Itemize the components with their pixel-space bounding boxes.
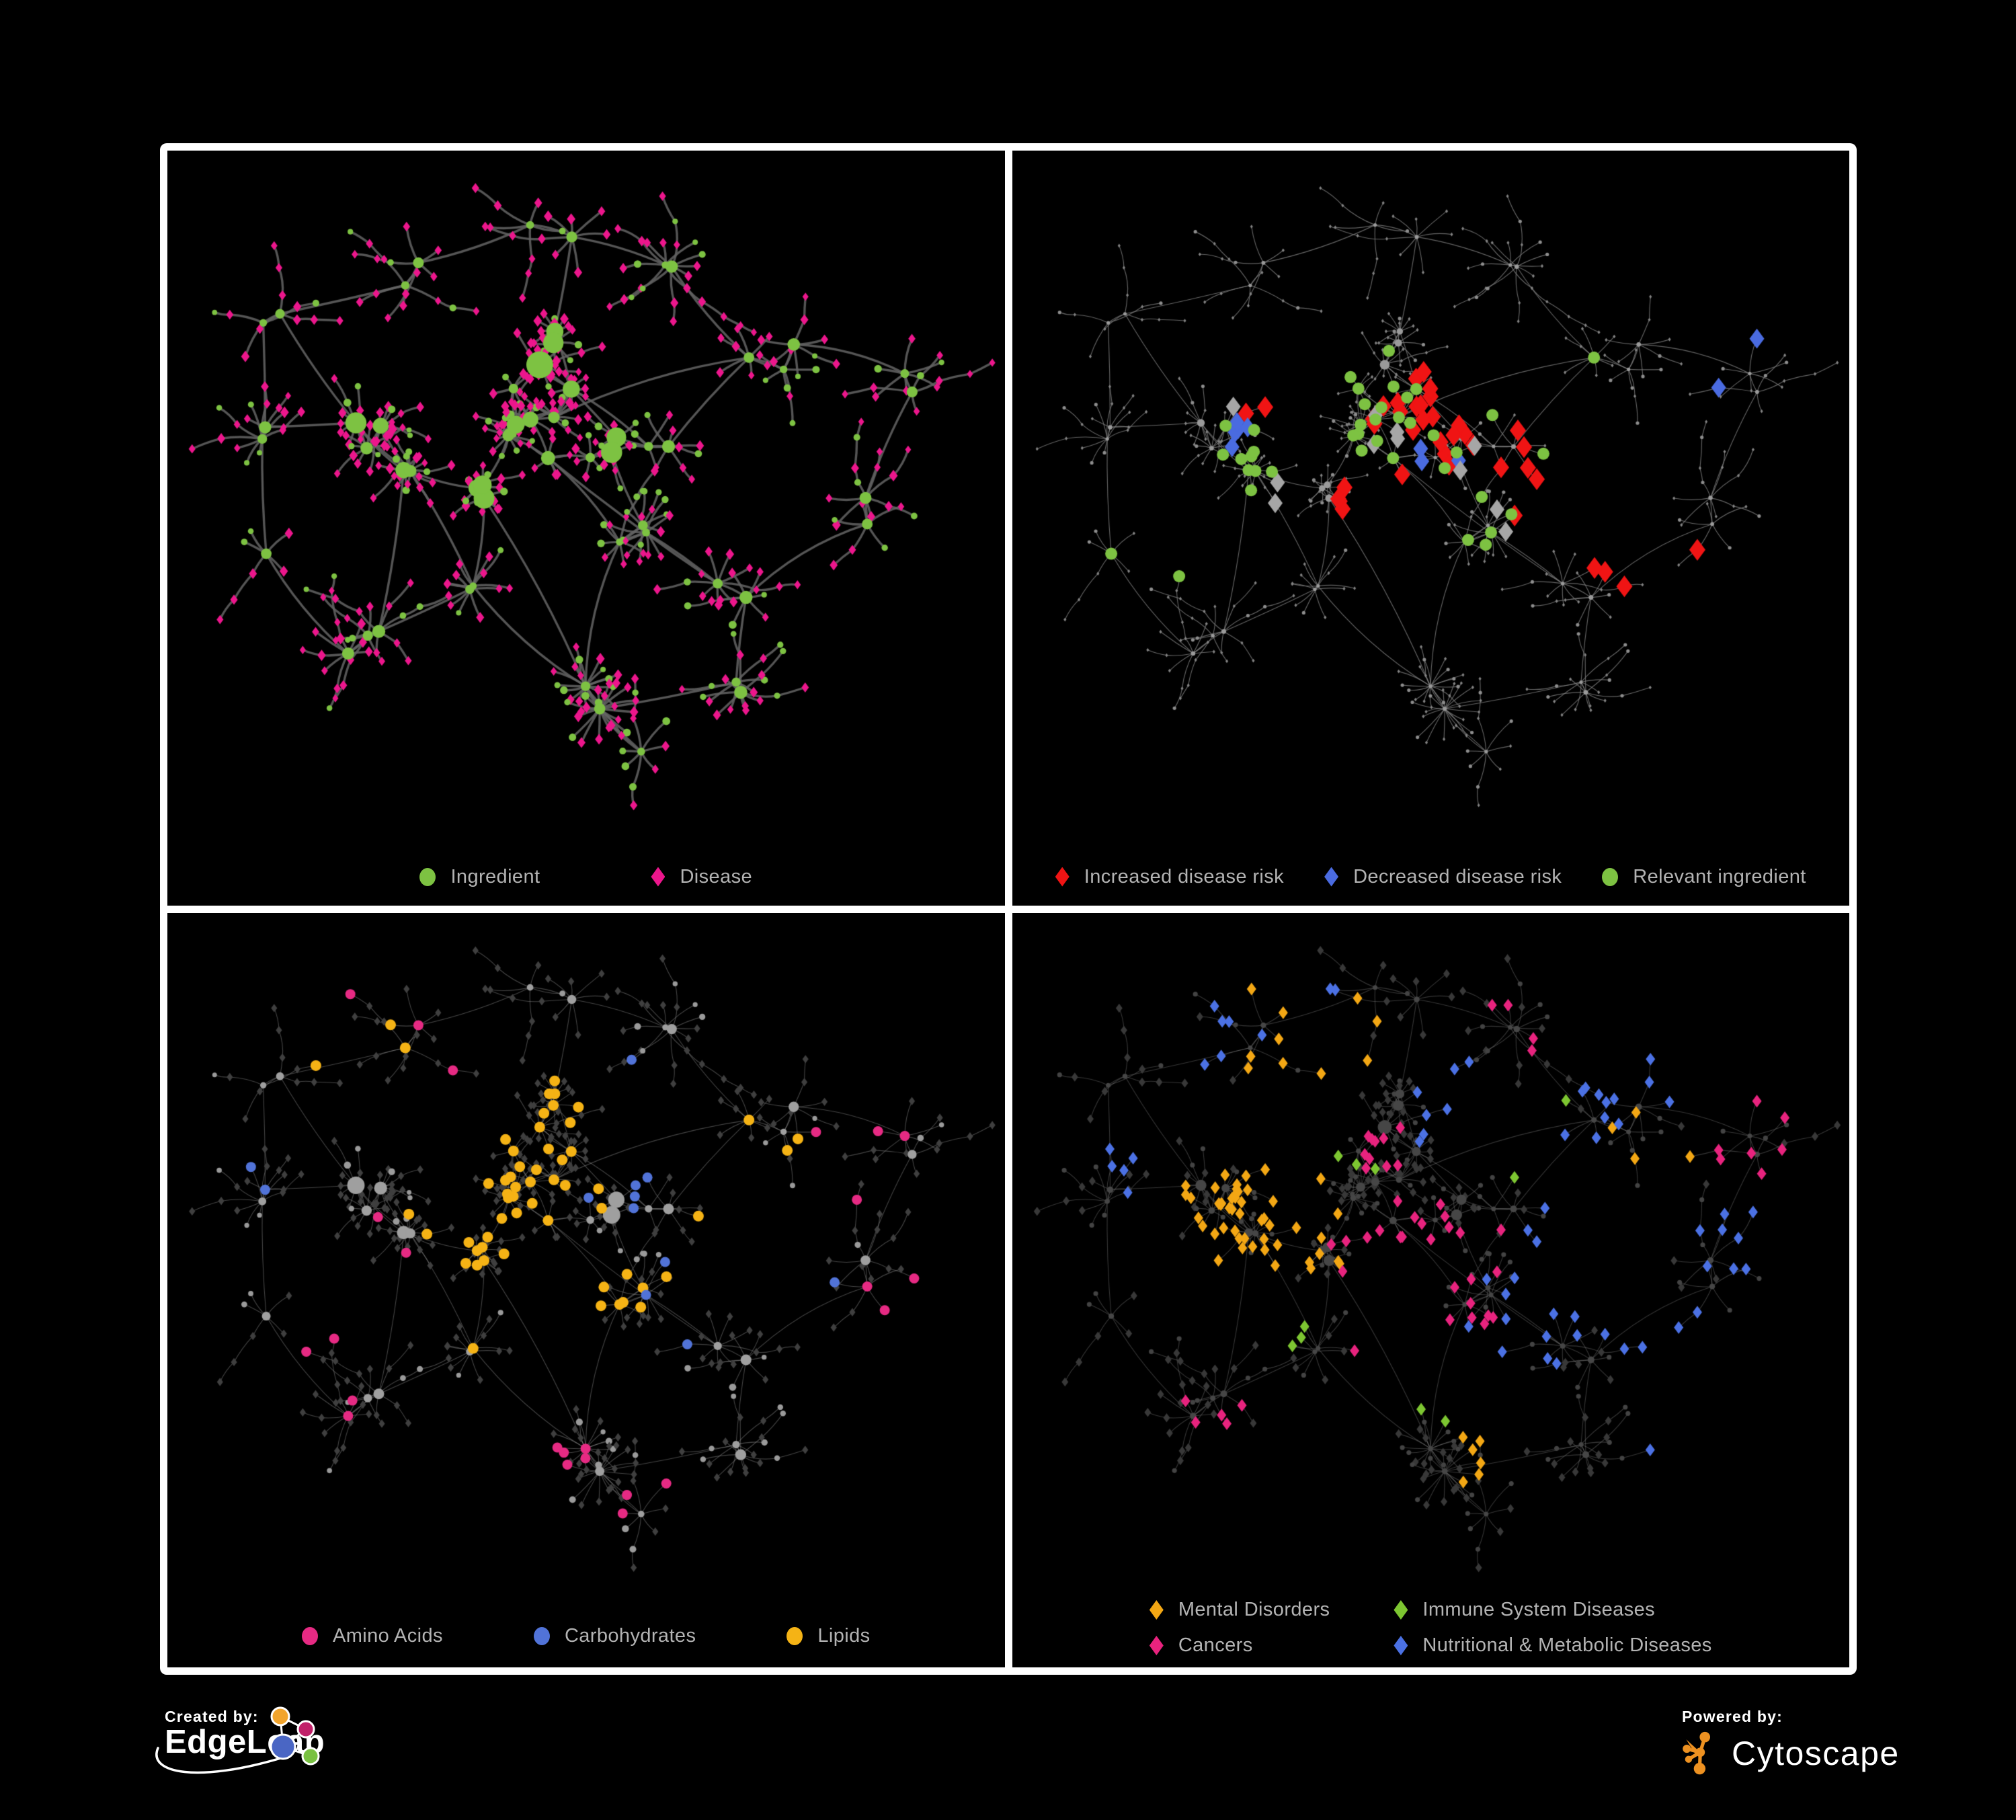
legend-marker-mental-disorders-icon <box>1149 1600 1164 1620</box>
legend-item-disease: Disease <box>651 866 752 888</box>
legend-ingredient-disease: Ingredient Disease <box>167 866 1005 888</box>
legend-item-relevant-ingredient: Relevant ingredient <box>1602 866 1806 888</box>
legend-item-ingredient: Ingredient <box>419 866 540 888</box>
created-by-label: Created by: <box>165 1708 259 1725</box>
network-panel-ingredient-disease: Ingredient Disease <box>167 151 1005 906</box>
legend-marker-immune-system-diseases-icon <box>1394 1600 1408 1620</box>
legend-label-cancers: Cancers <box>1178 1634 1253 1656</box>
network-canvas-disease-risk <box>1012 151 1849 905</box>
cytoscape-logo-icon <box>1683 1731 1711 1775</box>
legend-nutrient-classes: Amino Acids Carbohydrates Lipids <box>167 1625 1005 1647</box>
legend-item-nutritional-metabolic-diseases: Nutritional & Metabolic Diseases <box>1394 1634 1711 1657</box>
legend-marker-relevant-ingredient-icon <box>1602 867 1619 886</box>
legend-marker-carbohydrates-icon <box>533 1627 550 1645</box>
legend-label-immune-system-diseases: Immune System Diseases <box>1422 1599 1656 1620</box>
legend-disease-risk: Increased disease risk Decreased disease … <box>1012 866 1850 888</box>
legend-item-immune-system-diseases: Immune System Diseases <box>1394 1599 1711 1621</box>
network-canvas-nutrient-classes <box>167 912 1004 1667</box>
powered-by-label: Powered by: <box>1682 1708 1783 1725</box>
network-canvas-ingredient-disease <box>167 151 1004 905</box>
network-canvas-disease-classes <box>1012 912 1849 1667</box>
legend-item-carbohydrates: Carbohydrates <box>533 1625 696 1647</box>
legend-marker-decreased-disease-risk-icon <box>1324 867 1339 887</box>
powered-by-block: Powered by: Cytoscape <box>1682 1708 1900 1776</box>
legend-item-decreased-disease-risk: Decreased disease risk <box>1324 866 1562 888</box>
legend-item-increased-disease-risk: Increased disease risk <box>1055 866 1284 888</box>
legend-marker-nutritional-metabolic-diseases-icon <box>1394 1636 1408 1655</box>
legend-marker-disease-icon <box>651 867 666 887</box>
legend-label-amino-acids: Amino Acids <box>332 1625 443 1647</box>
legend-label-increased-disease-risk: Increased disease risk <box>1084 865 1285 887</box>
legend-label-decreased-disease-risk: Decreased disease risk <box>1353 865 1562 887</box>
legend-label-mental-disorders: Mental Disorders <box>1178 1599 1330 1620</box>
legend-item-amino-acids: Amino Acids <box>301 1625 443 1647</box>
legend-item-cancers: Cancers <box>1149 1634 1330 1657</box>
legend-item-lipids: Lipids <box>787 1625 870 1647</box>
legend-label-carbohydrates: Carbohydrates <box>564 1625 696 1647</box>
legend-marker-increased-disease-risk-icon <box>1055 867 1070 887</box>
legend-label-disease: Disease <box>680 865 753 887</box>
legend-marker-amino-acids-icon <box>301 1627 318 1645</box>
legend-label-relevant-ingredient: Relevant ingredient <box>1633 865 1806 887</box>
figure-frame: Ingredient Disease Increased disease risk… <box>160 143 1857 1675</box>
legend-label-ingredient: Ingredient <box>450 865 540 887</box>
legend-marker-lipids-icon <box>787 1627 803 1645</box>
legend-label-lipids: Lipids <box>817 1625 871 1647</box>
legend-item-mental-disorders: Mental Disorders <box>1149 1599 1330 1621</box>
edgeleap-logo-text: EdgeLeap <box>165 1724 325 1760</box>
legend-label-nutritional-metabolic-diseases: Nutritional & Metabolic Diseases <box>1422 1634 1712 1656</box>
legend-marker-cancers-icon <box>1149 1636 1164 1655</box>
network-panel-nutrient-classes: Amino Acids Carbohydrates Lipids <box>167 912 1005 1667</box>
legend-marker-ingredient-icon <box>419 867 436 886</box>
created-by-block: Created by: EdgeLeap <box>165 1708 325 1759</box>
network-panel-disease-risk: Increased disease risk Decreased disease … <box>1012 151 1850 906</box>
legend-disease-classes: Mental Disorders Immune System Diseases Ca… <box>1012 1599 1850 1657</box>
cytoscape-logo-text: Cytoscape <box>1732 1735 1900 1772</box>
network-panel-disease-classes: Mental Disorders Immune System Diseases Ca… <box>1012 912 1850 1667</box>
